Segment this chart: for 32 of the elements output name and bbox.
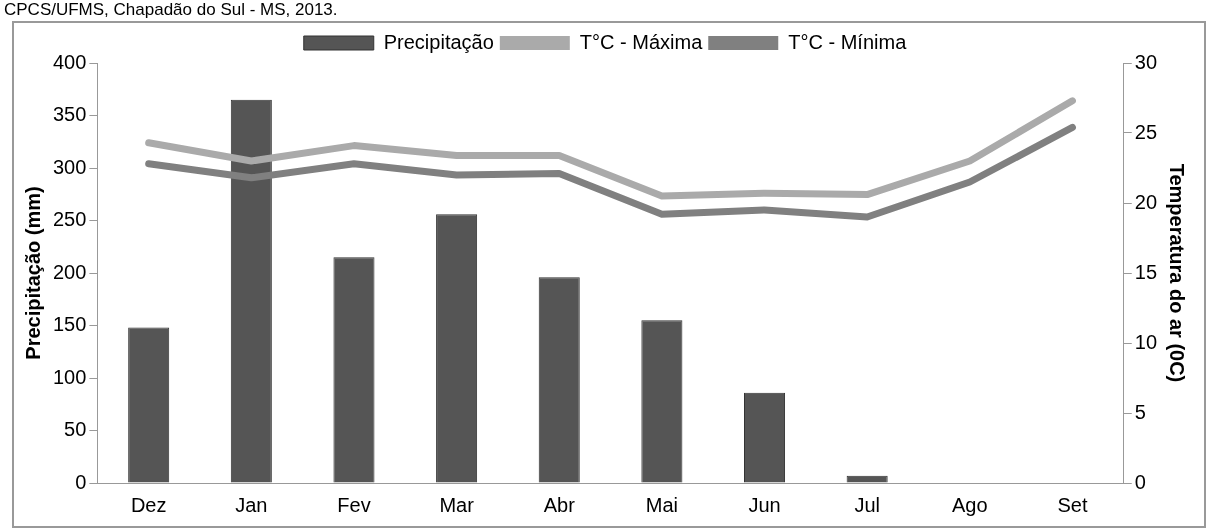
y-tick-label: 350	[52, 103, 87, 126]
y-tick-label: 100	[52, 365, 87, 388]
x-tick-label: Jul	[854, 493, 880, 516]
y-tick-label: 250	[52, 208, 87, 231]
legend-label: T°C - Mínima	[788, 30, 908, 53]
y2-tick-label: 0	[1134, 470, 1146, 493]
legend-label: T°C - Máxima	[579, 30, 704, 53]
x-tick-label: Ago	[952, 493, 988, 516]
y2-tick-label: 5	[1134, 400, 1146, 423]
y2-tick-label: 15	[1134, 260, 1157, 283]
y-tick-label: 400	[52, 50, 87, 73]
x-tick-label: Fev	[337, 493, 371, 516]
x-tick-label: Jan	[235, 493, 268, 516]
x-tick-label: Set	[1057, 493, 1088, 516]
y2-tick-label: 10	[1134, 330, 1157, 353]
y-tick-label: 200	[52, 260, 87, 283]
x-tick-label: Mar	[439, 493, 475, 516]
legend-label: Precipitação	[383, 30, 494, 53]
y2-axis-title: Temperatura do ar (0C)	[1166, 163, 1189, 383]
y-tick-label: 0	[75, 470, 87, 493]
y-tick-label: 150	[52, 313, 87, 336]
x-tick-label: Dez	[130, 493, 167, 516]
y2-tick-label: 25	[1134, 120, 1157, 143]
y-axis-title: Precipitação (mm)	[21, 186, 44, 360]
x-tick-label: Mai	[645, 493, 678, 516]
x-tick-label: Abr	[543, 493, 576, 516]
y-tick-label: 300	[52, 155, 87, 178]
y-tick-label: 50	[64, 418, 87, 441]
text: CPCS/UFMS, Chapadão do Sul - MS, 2013.	[4, 0, 338, 19]
y2-tick-label: 30	[1134, 50, 1157, 73]
y2-tick-label: 20	[1134, 190, 1157, 213]
x-tick-label: Jun	[748, 493, 781, 516]
